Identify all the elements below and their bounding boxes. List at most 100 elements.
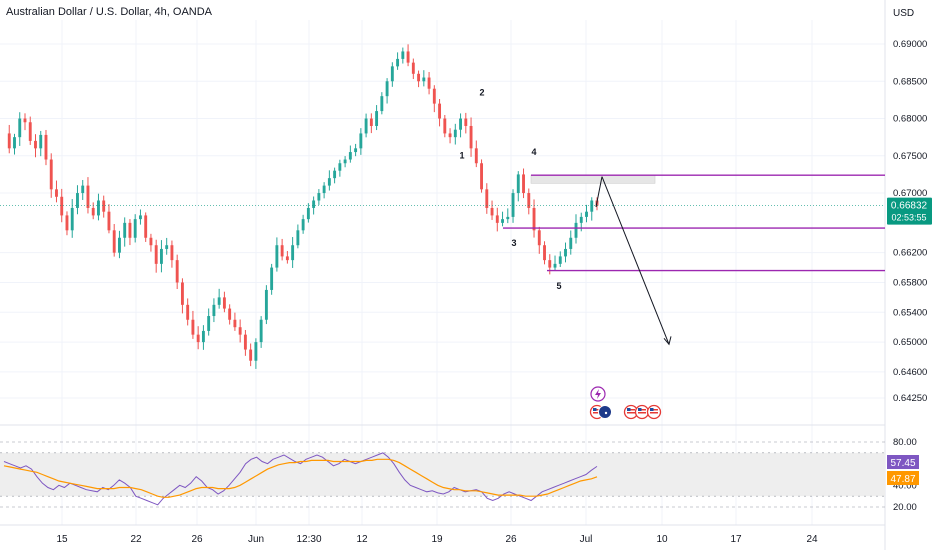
us-flag-icon-canton bbox=[593, 408, 597, 411]
candle-body bbox=[459, 118, 463, 130]
candle-body bbox=[469, 125, 473, 149]
time-tick-label: 10 bbox=[656, 534, 668, 545]
us-flag-icon-canton bbox=[638, 408, 642, 411]
candle-body bbox=[280, 245, 284, 257]
candle-body bbox=[196, 334, 200, 343]
candle-body bbox=[537, 230, 541, 246]
price-tick-label: 0.66200 bbox=[893, 248, 927, 259]
candle-body bbox=[333, 170, 337, 179]
candle-body bbox=[553, 263, 557, 268]
chart-title: Australian Dollar / U.S. Dollar, 4h, OAN… bbox=[6, 6, 213, 18]
projection-arrowhead bbox=[663, 336, 672, 346]
candle-body bbox=[81, 185, 85, 194]
wave-label: 5 bbox=[556, 281, 561, 291]
candle-body bbox=[511, 193, 515, 217]
rsi-ma-line bbox=[3, 458, 598, 498]
wave-label: 2 bbox=[479, 87, 484, 97]
current-price-badge bbox=[887, 197, 932, 225]
candle-body bbox=[60, 196, 64, 216]
candle-body bbox=[254, 342, 258, 361]
candle-body bbox=[259, 319, 263, 343]
candle-body bbox=[453, 129, 457, 138]
wave-label: 3 bbox=[511, 238, 516, 248]
candle-body bbox=[317, 193, 321, 201]
candle-body bbox=[585, 211, 588, 217]
au-flag-icon bbox=[598, 405, 612, 419]
candle-body bbox=[527, 193, 531, 208]
resistance-zone bbox=[530, 174, 656, 184]
candle-body bbox=[133, 219, 137, 238]
rsi-value: 57.45 bbox=[890, 458, 915, 469]
candle-body bbox=[369, 118, 373, 126]
candle-body bbox=[243, 334, 247, 350]
candle-body bbox=[448, 133, 452, 138]
candle-body bbox=[380, 96, 384, 112]
au-flag-icon-star bbox=[604, 411, 608, 415]
candle-body bbox=[91, 207, 95, 216]
candle-body bbox=[359, 133, 363, 149]
candle-body bbox=[49, 159, 53, 190]
candle-body bbox=[170, 245, 174, 261]
candle-body bbox=[354, 148, 358, 153]
candle-body bbox=[149, 237, 153, 246]
us-flag-icon-stripe bbox=[650, 409, 658, 411]
candle-body bbox=[107, 211, 111, 231]
candle-body bbox=[28, 122, 32, 141]
rsi-line bbox=[3, 452, 598, 506]
candle-body bbox=[128, 222, 132, 238]
rsi-tick-label: 80.00 bbox=[893, 437, 917, 448]
price-tick-label: 0.65800 bbox=[893, 277, 927, 288]
candle-body bbox=[574, 222, 578, 238]
candle-body bbox=[579, 216, 583, 223]
price-tick-label: 0.68000 bbox=[893, 114, 927, 125]
candle-body bbox=[180, 282, 184, 305]
wave-label: 1 bbox=[459, 151, 464, 161]
candle-body bbox=[18, 118, 22, 138]
time-tick-label: 12:30 bbox=[296, 534, 321, 545]
rsi-ma-value: 47.87 bbox=[890, 474, 915, 485]
candle-body bbox=[306, 207, 310, 220]
us-flag-icon bbox=[634, 404, 650, 420]
candle-body bbox=[217, 297, 221, 305]
candle-body bbox=[65, 215, 69, 231]
time-tick-label: 17 bbox=[730, 534, 742, 545]
candle-body bbox=[97, 200, 100, 216]
candle-body bbox=[159, 248, 163, 264]
candle-body bbox=[532, 207, 536, 231]
au-flag-icon-disc bbox=[598, 405, 612, 419]
candle-body bbox=[327, 178, 331, 186]
candle-body bbox=[569, 237, 573, 249]
price-tick-label: 0.68500 bbox=[893, 76, 927, 87]
candle-body bbox=[13, 137, 16, 149]
candle-body bbox=[564, 248, 567, 257]
candle-body bbox=[396, 58, 400, 67]
candle-body bbox=[506, 216, 510, 220]
candle-body bbox=[165, 245, 169, 249]
candle-body bbox=[186, 304, 190, 320]
rsi-tick-label: 20.00 bbox=[893, 502, 917, 513]
current-price-value: 0.66832 bbox=[891, 201, 928, 212]
event-icons bbox=[589, 386, 662, 420]
candle-body bbox=[138, 215, 142, 220]
candle-body bbox=[543, 245, 546, 261]
candle-body bbox=[201, 330, 205, 343]
candle-body bbox=[55, 189, 58, 197]
candle-body bbox=[285, 256, 289, 261]
candle-body bbox=[118, 237, 121, 253]
us-flag-icon bbox=[646, 404, 662, 420]
candle-body bbox=[23, 118, 27, 123]
candle-body bbox=[264, 289, 268, 320]
candle-body bbox=[438, 103, 442, 119]
candle-body bbox=[495, 215, 499, 223]
us-flag-icon-canton bbox=[650, 408, 654, 411]
rsi-pane: 80.00 40.00 20.00 57.45 47.87 bbox=[0, 437, 919, 513]
candle-body bbox=[364, 118, 368, 134]
candle-body bbox=[590, 200, 594, 212]
time-tick-label: Jun bbox=[248, 534, 264, 545]
time-tick-label: 19 bbox=[431, 534, 443, 545]
rsi-ma-badge bbox=[887, 471, 919, 485]
candle-body bbox=[7, 133, 11, 149]
candle-body bbox=[464, 118, 468, 126]
